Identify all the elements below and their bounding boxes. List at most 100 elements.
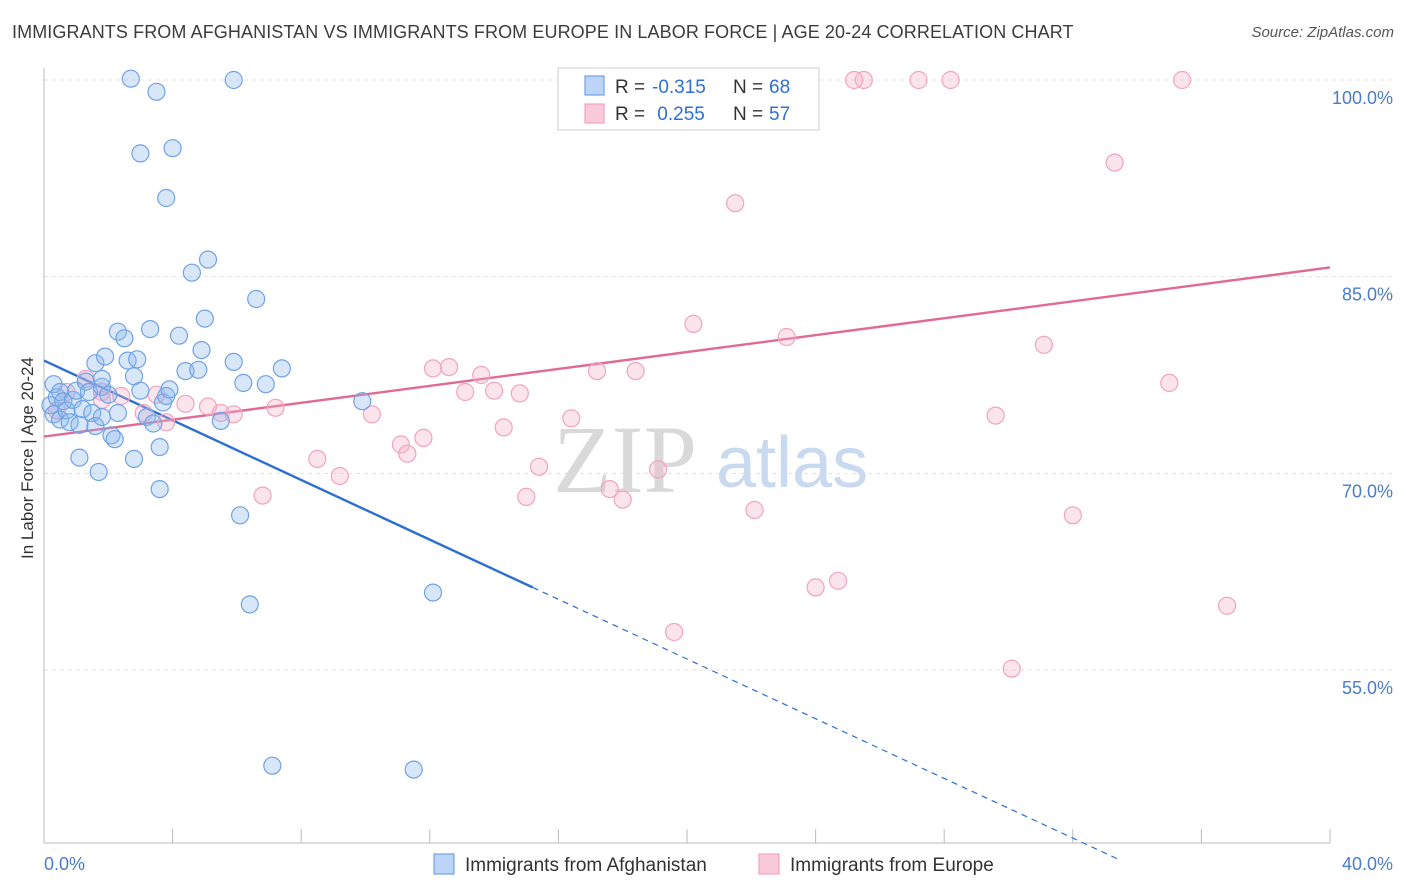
point-europe-30 [562,409,581,428]
point-afghanistan-62 [147,82,166,101]
point-europe-42 [828,571,848,590]
point-europe-36 [664,622,684,642]
point-europe-52 [1172,70,1192,90]
trend-line-europe [43,266,1331,438]
trend-line-afghanistan [43,359,534,589]
legend-r-value-afghanistan: -0.315 [652,77,706,98]
point-afghanistan-44 [169,326,189,345]
point-europe-53 [1217,596,1237,615]
chart-source: Source: ZipAtlas.com [1251,24,1394,41]
point-europe-32 [600,480,619,499]
point-europe-40 [777,327,796,347]
x-tick-label-min: 0.0% [44,854,85,874]
point-europe-26 [494,418,513,437]
point-europe-28 [517,487,536,506]
axes [43,68,1331,844]
watermark-atlas: atlas [716,423,868,503]
legend-swatch-afghanistan [584,75,605,96]
y-axis-label: In Labor Force | Age 20-24 [18,357,37,559]
point-afghanistan-60 [163,139,182,158]
point-europe-9 [176,394,195,413]
point-europe-14 [266,398,285,417]
point-afghanistan-24 [99,385,118,404]
point-afghanistan-33 [144,414,163,433]
point-europe-25 [485,381,504,400]
point-afghanistan-61 [121,69,140,88]
chart-title: IMMIGRANTS FROM AFGHANISTAN VS IMMIGRANT… [12,22,1074,42]
legend-r-label-europe: R = [615,104,645,125]
point-afghanistan-51 [211,411,230,430]
trend-lines [43,266,1331,862]
point-afghanistan-65 [353,392,372,411]
point-europe-27 [510,384,529,403]
point-afghanistan-12 [70,448,89,467]
point-afghanistan-21 [86,354,105,373]
point-afghanistan-7 [57,401,76,420]
point-europe-21 [423,359,443,378]
y-tick-label-1: 85.0% [1342,285,1393,305]
point-afghanistan-13 [73,400,92,419]
point-europe-23 [456,382,475,402]
point-afghanistan-63 [224,70,243,90]
point-afghanistan-50 [198,250,218,269]
point-afghanistan-31 [131,381,150,400]
point-europe-50 [1105,153,1124,172]
point-europe-49 [1063,506,1082,525]
point-afghanistan-34 [108,403,128,423]
point-afghanistan-46 [182,263,201,282]
watermark: ZIP atlas [553,406,868,513]
point-afghanistan-47 [189,360,208,379]
point-europe-13 [253,486,272,505]
y-tick-label-2: 70.0% [1342,481,1393,501]
point-afghanistan-22 [92,369,112,388]
point-afghanistan-38 [141,320,160,339]
point-afghanistan-27 [108,322,128,341]
point-europe-16 [330,466,349,486]
point-afghanistan-54 [240,595,259,614]
point-afghanistan-55 [247,289,266,309]
point-europe-41 [806,578,825,597]
point-europe-19 [398,444,417,463]
series-legend-label-europe: Immigrants from Europe [790,855,994,876]
point-europe-43 [854,70,873,90]
point-europe-33 [613,490,632,509]
point-europe-37 [684,314,703,333]
point-afghanistan-58 [272,359,291,378]
y-tick-label-0: 100.0% [1332,88,1393,108]
point-afghanistan-59 [157,188,176,208]
point-europe-51 [1160,373,1179,392]
point-europe-24 [472,365,491,385]
legend-n-value-europe: 57 [769,104,790,125]
trend-line-afghanistan-extension [532,586,1122,862]
series-legend: Immigrants from Afghanistan Immigrants f… [433,853,994,876]
point-europe-20 [414,428,433,447]
point-afghanistan-67 [423,583,443,602]
x-tick-labels: 0.0% 40.0% [44,854,1393,874]
point-europe-17 [362,405,381,424]
x-tick-label-max: 40.0% [1342,854,1393,874]
point-europe-48 [1034,335,1054,354]
point-europe-45 [941,70,960,90]
legend-swatch-europe [584,103,605,124]
point-afghanistan-52 [224,352,243,371]
point-afghanistan-26 [105,430,124,449]
legend-n-label-afghanistan: N = [733,77,763,98]
legend-n-value-afghanistan: 68 [769,77,790,98]
series-europe-points [47,70,1237,678]
point-europe-44 [909,70,928,90]
point-afghanistan-53 [231,506,250,525]
legend-r-value-europe: 0.255 [652,104,705,125]
point-europe-29 [529,457,549,476]
series-legend-label-afghanistan: Immigrants from Afghanistan [465,855,707,876]
point-afghanistan-37 [128,350,147,369]
point-afghanistan-18 [89,462,108,482]
point-afghanistan-64 [263,756,282,775]
point-europe-39 [745,500,764,520]
series-legend-swatch-afghanistan [433,853,455,875]
point-afghanistan-40 [150,438,169,457]
legend-n-label-europe: N = [733,104,763,125]
point-europe-34 [626,362,645,381]
point-afghanistan-28 [115,329,134,348]
point-afghanistan-57 [256,375,275,394]
point-europe-18 [391,435,410,454]
